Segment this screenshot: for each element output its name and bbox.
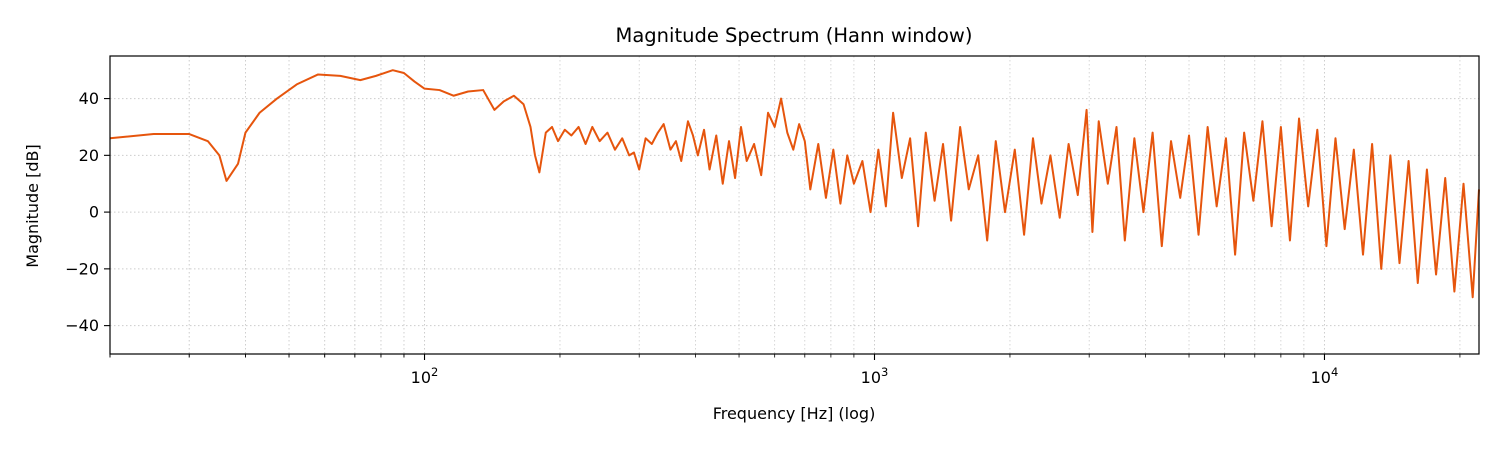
y-axis-ticks: −40 −20 0 20 40 (65, 89, 110, 335)
x-axis-ticks: 102 103 104 (109, 354, 1461, 387)
y-tick-label: −40 (65, 316, 99, 335)
x-tick-label: 104 (1311, 365, 1339, 387)
chart-title: Magnitude Spectrum (Hann window) (616, 24, 973, 47)
y-tick-label: −20 (65, 259, 99, 278)
y-tick-label: 20 (79, 146, 99, 165)
spectrum-series-line (109, 69, 1480, 299)
series-layer (109, 69, 1480, 299)
x-tick-label: 103 (861, 365, 889, 387)
x-tick-label: 102 (411, 365, 439, 387)
y-tick-label: 0 (89, 203, 99, 222)
y-axis-label: Magnitude [dB] (23, 144, 42, 267)
x-axis-label: Frequency [Hz] (log) (713, 404, 876, 423)
plot-frame (109, 55, 1480, 355)
grid (109, 56, 1479, 354)
y-tick-label: 40 (79, 89, 99, 108)
